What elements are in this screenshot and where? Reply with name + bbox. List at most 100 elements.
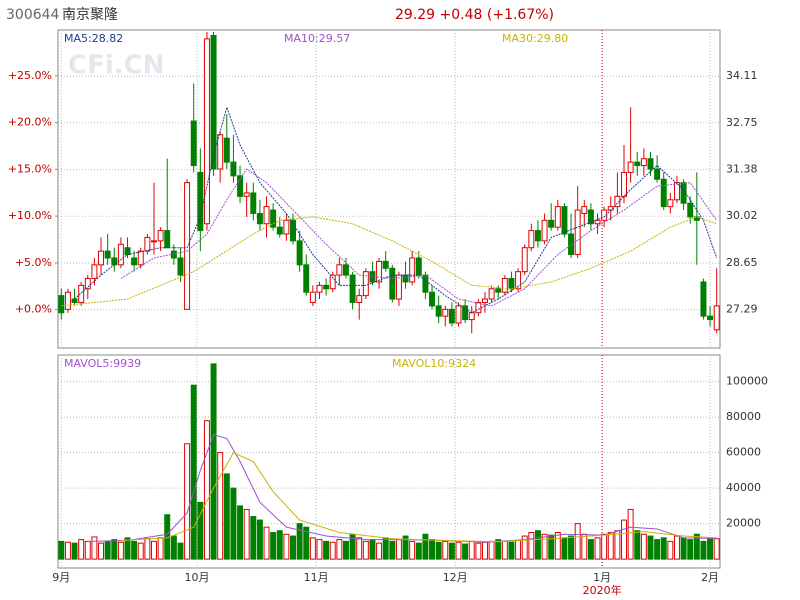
volume-bar bbox=[382, 537, 389, 560]
y2-tick-label: +15.0% bbox=[8, 162, 52, 175]
candle-body bbox=[64, 291, 71, 310]
candle-body bbox=[541, 219, 548, 242]
candle-body bbox=[673, 182, 680, 201]
candle-body bbox=[402, 274, 409, 283]
candle-body bbox=[131, 257, 138, 266]
watermark: CFi.CN bbox=[68, 51, 164, 81]
volume-bar bbox=[230, 487, 237, 560]
y2-tick-label: +5.0% bbox=[15, 256, 52, 269]
volume-bar bbox=[237, 505, 244, 560]
candle-body bbox=[270, 209, 277, 228]
candle-body bbox=[296, 240, 303, 266]
volume-bar bbox=[640, 533, 647, 560]
candle-body bbox=[435, 305, 442, 317]
candle-body bbox=[515, 271, 522, 290]
volume-bar bbox=[303, 526, 310, 560]
volume-bar bbox=[488, 540, 495, 560]
candle-body bbox=[197, 171, 204, 232]
candle-body bbox=[561, 206, 568, 235]
candle-body bbox=[448, 308, 455, 324]
vol-tick-label: 100000 bbox=[726, 375, 768, 388]
candle-body bbox=[243, 192, 250, 197]
volume-bar bbox=[71, 542, 78, 560]
candle-body bbox=[587, 209, 594, 225]
candle-body bbox=[693, 216, 700, 221]
volume-bar bbox=[482, 541, 488, 560]
volume-bar bbox=[157, 537, 164, 560]
volume-bar bbox=[283, 533, 290, 560]
volume-bar bbox=[468, 540, 475, 560]
candle-body bbox=[78, 284, 85, 303]
volume-bar bbox=[700, 540, 707, 560]
volume-bar bbox=[402, 535, 409, 560]
volume-bar bbox=[627, 508, 634, 560]
vol-tick-label: 80000 bbox=[726, 410, 761, 423]
candle-body bbox=[276, 226, 283, 235]
volume-bar bbox=[203, 420, 210, 560]
volume-bar bbox=[654, 539, 661, 560]
candle-body bbox=[482, 298, 488, 303]
candle-body bbox=[601, 209, 608, 221]
candle-body bbox=[356, 295, 363, 303]
candle-body bbox=[157, 230, 164, 242]
candle-body bbox=[660, 178, 667, 208]
volume-bar bbox=[104, 540, 111, 560]
volume-bar bbox=[495, 539, 502, 560]
volume-bar bbox=[91, 536, 98, 560]
volume-bar bbox=[680, 537, 687, 560]
candle-body bbox=[104, 250, 111, 259]
stock-name: 南京聚隆 bbox=[62, 7, 118, 23]
x-tick-label: 1月 bbox=[593, 571, 611, 584]
volume-bar bbox=[614, 530, 621, 560]
candle-body bbox=[415, 257, 422, 276]
y-tick-label: 31.38 bbox=[726, 163, 758, 176]
volume-bar bbox=[442, 540, 449, 560]
volume-bar bbox=[587, 539, 594, 560]
y-tick-label: 28.65 bbox=[726, 256, 758, 269]
volume-bar bbox=[389, 540, 396, 560]
volume-bar bbox=[210, 363, 217, 560]
volume-bar bbox=[223, 473, 230, 560]
candle-body bbox=[627, 161, 634, 173]
candle-body bbox=[151, 240, 157, 243]
candle-body bbox=[574, 209, 581, 256]
y-tick-label: 34.11 bbox=[726, 69, 758, 82]
candle-body bbox=[429, 291, 436, 307]
candle-body bbox=[177, 257, 184, 276]
x-tick-label: 11月 bbox=[304, 571, 329, 584]
candle-body bbox=[534, 230, 541, 242]
volume-bar bbox=[184, 443, 191, 560]
candle-body bbox=[342, 264, 349, 276]
volume-bar bbox=[409, 540, 416, 560]
candle-body bbox=[316, 284, 323, 293]
candle-body bbox=[528, 230, 535, 249]
candle-body bbox=[309, 291, 316, 303]
candle-body bbox=[362, 271, 369, 297]
ma-line bbox=[120, 168, 718, 307]
volume-bar bbox=[395, 539, 402, 560]
candle-body bbox=[462, 305, 469, 321]
volume-bar bbox=[429, 539, 436, 560]
volume-bar bbox=[250, 516, 257, 560]
volume-bar bbox=[521, 535, 528, 560]
candle-body bbox=[581, 206, 588, 214]
candle-body bbox=[640, 158, 647, 167]
volume-bar bbox=[369, 539, 376, 560]
candle-body bbox=[468, 312, 475, 321]
volume-bar bbox=[217, 452, 224, 560]
volume-panel bbox=[57, 354, 721, 569]
ma-line bbox=[61, 216, 717, 307]
candle-body bbox=[210, 34, 217, 170]
volume-bar bbox=[329, 541, 336, 560]
volume-bar bbox=[197, 501, 204, 560]
volume-bar bbox=[117, 541, 124, 560]
candle-body bbox=[91, 264, 98, 280]
volume-bar bbox=[190, 384, 197, 560]
volume-bar bbox=[515, 539, 522, 560]
y2-tick-label: +25.0% bbox=[8, 69, 52, 82]
volume-bar bbox=[362, 540, 369, 560]
candle-body bbox=[389, 267, 396, 300]
vol-tick-label: 40000 bbox=[726, 481, 761, 494]
